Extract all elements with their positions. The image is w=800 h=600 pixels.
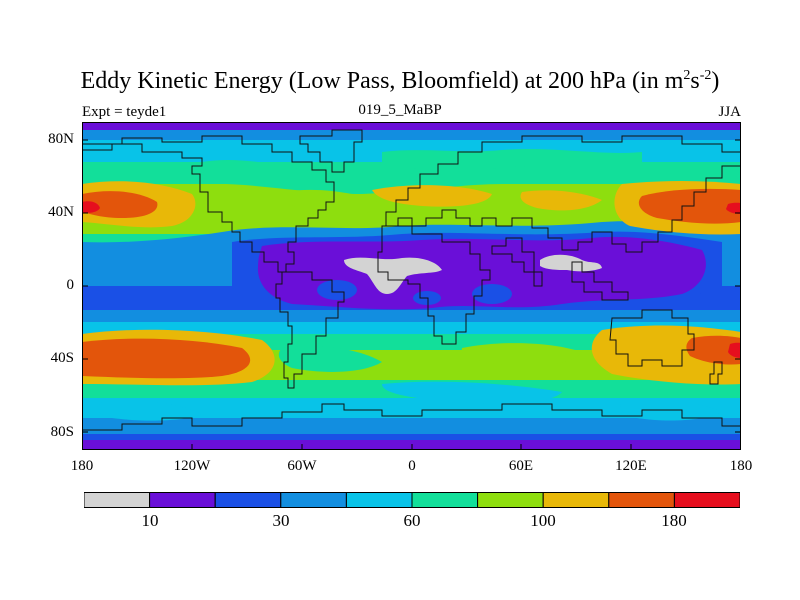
lon-label-0: 0 [408, 458, 416, 474]
plot-title: Eddy Kinetic Energy (Low Pass, Bloomfiel… [80, 68, 720, 94]
axis-ticks [82, 139, 741, 450]
lon-label-180w: 180 [70, 458, 94, 474]
season-label: JJA [718, 104, 741, 120]
lon-label-120w: 120W [173, 458, 211, 474]
lat-label-0: 0 [66, 277, 75, 293]
legend-swatch [673, 492, 740, 508]
field-map [82, 122, 741, 450]
experiment-id: 019_5_MaBP [358, 102, 442, 118]
legend-swatch [214, 492, 282, 508]
lat-label-80s: 80S [50, 424, 74, 440]
legend-label-60: 60 [403, 511, 421, 530]
legend-swatch [84, 492, 151, 508]
legend-label-180: 180 [661, 511, 687, 530]
legend-swatch [542, 492, 610, 508]
legend-label-100: 100 [530, 511, 556, 530]
lon-label-60w: 60W [287, 458, 317, 474]
lon-label-180e: 180 [729, 458, 753, 474]
coastlines [82, 129, 741, 431]
legend-swatch [149, 492, 216, 508]
lat-label-40s: 40S [50, 350, 74, 366]
legend-swatch [608, 492, 675, 508]
legend-swatch [345, 492, 413, 508]
lon-label-120e: 120E [615, 458, 647, 474]
lon-label-60e: 60E [508, 458, 534, 474]
legend-swatch [477, 492, 544, 508]
legend-swatch [280, 492, 347, 508]
lat-label-40n: 40N [48, 204, 74, 220]
color-legend [84, 492, 740, 508]
legend-label-10: 10 [141, 511, 159, 530]
experiment-label: Expt = teyde1 [82, 104, 167, 120]
legend-swatch [411, 492, 479, 508]
field-contours [82, 122, 741, 450]
legend-label-30: 30 [272, 511, 290, 530]
lat-label-80n: 80N [48, 131, 74, 147]
